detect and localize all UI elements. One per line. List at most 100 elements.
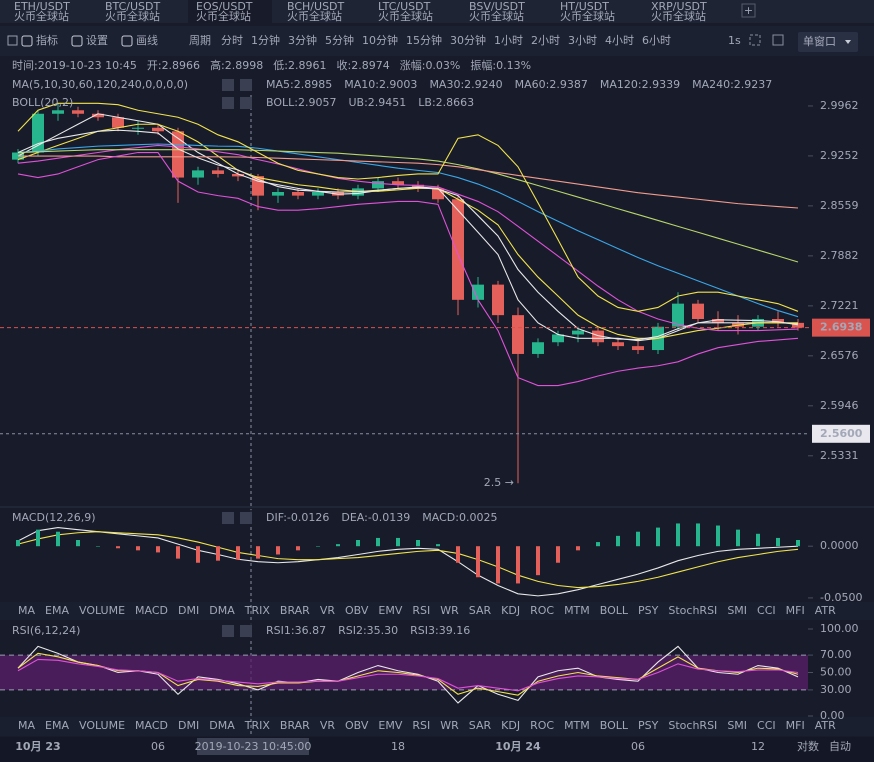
period[interactable]: 10分钟 [362, 33, 398, 47]
legend-icon[interactable] [240, 97, 252, 109]
add-tab[interactable] [741, 3, 756, 18]
indicator-tab[interactable]: OBV [345, 604, 369, 617]
tab-pair[interactable]: BCH/USDT [287, 0, 345, 13]
indicator-tab[interactable]: BRAR [280, 719, 310, 732]
indicator-tab[interactable]: BOLL [600, 604, 629, 617]
ma-legend: MA5:2.8985 [266, 78, 332, 91]
crosshair-time: 2019-10-23 10:45:00 [195, 740, 312, 753]
indicator-tab[interactable]: TRIX [244, 719, 271, 732]
tab-pair[interactable]: EOS/USDT [196, 0, 253, 13]
indicator-tab[interactable]: MACD [135, 604, 168, 617]
period[interactable]: 1分钟 [251, 33, 280, 47]
active-tab [188, 0, 272, 23]
indicator-tab[interactable]: WR [440, 719, 459, 732]
period[interactable]: 30分钟 [450, 33, 486, 47]
indicator-tab[interactable]: BOLL [600, 719, 629, 732]
indicator-tab[interactable]: DMI [178, 604, 199, 617]
indicator-tab[interactable]: MTM [564, 719, 590, 732]
ma-legend: MA120:2.9339 [600, 78, 680, 91]
window-select[interactable] [798, 32, 858, 52]
period[interactable]: 分时 [221, 34, 243, 47]
indicator-tab[interactable]: SAR [469, 604, 492, 617]
indicator-tab[interactable]: ROC [530, 719, 554, 732]
indicator-tab[interactable]: ROC [530, 604, 554, 617]
window[interactable]: 单窗口 [803, 34, 836, 48]
indicator-tab[interactable]: SMI [727, 604, 747, 617]
tab-pair[interactable]: XRP/USDT [651, 0, 707, 13]
indicator-tab[interactable]: PSY [638, 604, 659, 617]
period[interactable]: 3分钟 [288, 33, 317, 47]
macd-bar [796, 540, 800, 547]
expand-icon[interactable] [772, 34, 784, 46]
indicator-tab[interactable]: BRAR [280, 604, 310, 617]
indicator-tab[interactable]: EMA [45, 719, 69, 732]
indicator-tab[interactable]: KDJ [501, 719, 520, 732]
indicator-tab[interactable]: CCI [757, 604, 776, 617]
indicator-tab[interactable]: OBV [345, 719, 369, 732]
speed[interactable]: 1s [728, 34, 741, 47]
tool[interactable]: 设置 [86, 34, 108, 47]
period[interactable]: 6小时 [642, 34, 671, 47]
legend-icon[interactable] [222, 79, 234, 91]
indicator-tab[interactable]: RSI [412, 604, 430, 617]
indicator-tab[interactable]: EMV [378, 604, 402, 617]
period[interactable]: 2小时 [531, 34, 560, 47]
legend-icon[interactable] [222, 97, 234, 109]
indicator-tab[interactable]: DMA [209, 719, 235, 732]
ma-legend: MA10:2.9003 [344, 78, 417, 91]
indicator-tab[interactable]: CCI [757, 719, 776, 732]
axis-mode[interactable]: 对数 [797, 739, 819, 753]
period[interactable]: 4小时 [605, 34, 634, 47]
legend-icon[interactable] [222, 512, 234, 524]
tool[interactable]: 指标 [36, 33, 58, 47]
indicator-tab[interactable]: MA [18, 719, 35, 732]
indicator-tab[interactable]: SAR [469, 719, 492, 732]
indicator-tab[interactable]: ATR [815, 604, 836, 617]
macd-bar [76, 540, 80, 547]
period[interactable]: 5分钟 [325, 33, 354, 47]
indicator-tab[interactable]: KDJ [501, 604, 520, 617]
indicator-tab[interactable]: StochRSI [668, 604, 717, 617]
period[interactable]: 15分钟 [406, 33, 442, 47]
tool[interactable]: 画线 [136, 33, 158, 47]
legend-icon[interactable] [240, 79, 252, 91]
indicator-tab[interactable]: VR [320, 719, 336, 732]
macd-legend: MACD:0.0025 [422, 511, 497, 524]
indicator-tab[interactable]: TRIX [244, 604, 271, 617]
indicator-tab[interactable]: ATR [815, 719, 836, 732]
indicator-tab[interactable]: MACD [135, 719, 168, 732]
fullscreen-icon[interactable] [749, 34, 761, 46]
indicator-tab[interactable]: VOLUME [79, 604, 125, 617]
tab-pair[interactable]: BTC/USDT [105, 0, 161, 13]
indicator-tab[interactable]: MTM [564, 604, 590, 617]
indicator-tab[interactable]: MFI [786, 719, 805, 732]
tab-pair[interactable]: LTC/USDT [378, 0, 431, 13]
indicator-tab[interactable]: RSI [412, 719, 430, 732]
indicator-tab[interactable]: VR [320, 604, 336, 617]
legend-bg [0, 510, 400, 526]
indicator-tab[interactable]: EMV [378, 719, 402, 732]
indicator-tab[interactable]: SMI [727, 719, 747, 732]
indicator-tab[interactable]: DMI [178, 719, 199, 732]
axis-mode[interactable]: 自动 [829, 740, 851, 753]
legend-icon[interactable] [222, 625, 234, 637]
indicator-tab[interactable]: DMA [209, 604, 235, 617]
period[interactable]: 3小时 [568, 34, 597, 47]
indicator-tab[interactable]: MA [18, 604, 35, 617]
macd-bar [136, 546, 140, 551]
legend-icon[interactable] [240, 625, 252, 637]
tab-pair[interactable]: HT/USDT [560, 0, 609, 13]
indicator-tab[interactable]: PSY [638, 719, 659, 732]
indicator-tab[interactable]: StochRSI [668, 719, 717, 732]
indicator-tab[interactable]: MFI [786, 604, 805, 617]
indicator-tab[interactable]: EMA [45, 604, 69, 617]
period[interactable]: 1小时 [494, 34, 523, 47]
legend-icon[interactable] [240, 512, 252, 524]
indicator-tab[interactable]: VOLUME [79, 719, 125, 732]
macd-bar [616, 535, 620, 547]
info-label: 振幅: [470, 58, 496, 72]
tab-pair[interactable]: BSV/USDT [469, 0, 525, 13]
indicator-tab[interactable]: WR [440, 604, 459, 617]
tab-pair[interactable]: ETH/USDT [14, 0, 70, 13]
